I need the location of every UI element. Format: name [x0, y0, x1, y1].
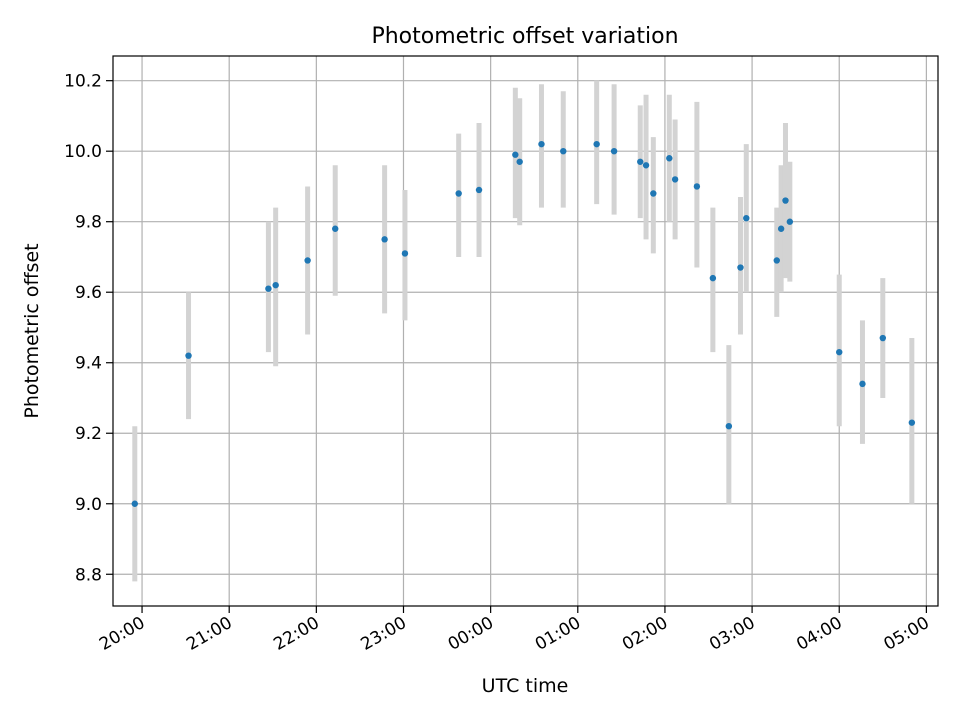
data-point — [538, 140, 545, 148]
plot-frame — [112, 55, 939, 607]
data-point — [786, 218, 794, 225]
data-point — [859, 380, 866, 388]
y-tick-label: 9.0 — [75, 495, 102, 515]
data-point — [381, 236, 388, 243]
data-point — [265, 285, 272, 292]
data-point — [272, 281, 279, 289]
y-tick-label: 9.2 — [75, 424, 102, 444]
y-tick-label: 10.0 — [64, 142, 102, 162]
data-point — [131, 500, 138, 507]
data-point — [709, 274, 717, 282]
chart-title: Photometric offset variation — [371, 24, 678, 49]
data-point — [475, 186, 483, 194]
data-point — [455, 190, 462, 197]
y-axis-ticks: 8.8 9.0 9.2 9.4 9.6 9.8 10.0 10.2 — [64, 72, 113, 585]
data-point — [908, 419, 916, 426]
y-axis-label: Photometric offset — [21, 243, 43, 418]
data-point — [593, 140, 600, 148]
data-point — [693, 183, 701, 190]
data-points — [131, 140, 916, 507]
data-point — [879, 334, 887, 342]
data-point — [332, 225, 339, 232]
grid-lines — [113, 56, 938, 606]
data-point — [512, 151, 519, 158]
y-tick-label: 8.8 — [75, 565, 102, 585]
y-tick-label: 10.2 — [64, 72, 102, 92]
data-point — [560, 147, 567, 155]
data-point — [401, 250, 409, 257]
data-point — [666, 155, 673, 162]
data-point — [610, 147, 618, 155]
data-point — [782, 197, 789, 204]
y-tick-label: 9.6 — [75, 283, 102, 303]
y-tick-label: 9.4 — [75, 354, 102, 374]
data-point — [642, 162, 650, 169]
data-point — [836, 348, 843, 356]
data-point — [743, 214, 750, 222]
data-point — [650, 190, 657, 197]
x-axis-label: UTC time — [482, 675, 569, 697]
data-point — [516, 158, 523, 165]
data-point — [737, 264, 744, 271]
data-point — [725, 422, 733, 430]
data-point — [637, 158, 644, 165]
data-point — [773, 257, 780, 264]
y-tick-label: 9.8 — [75, 213, 102, 233]
data-point — [185, 352, 192, 359]
data-point — [304, 257, 311, 264]
data-point — [777, 225, 785, 232]
data-point — [671, 176, 679, 183]
